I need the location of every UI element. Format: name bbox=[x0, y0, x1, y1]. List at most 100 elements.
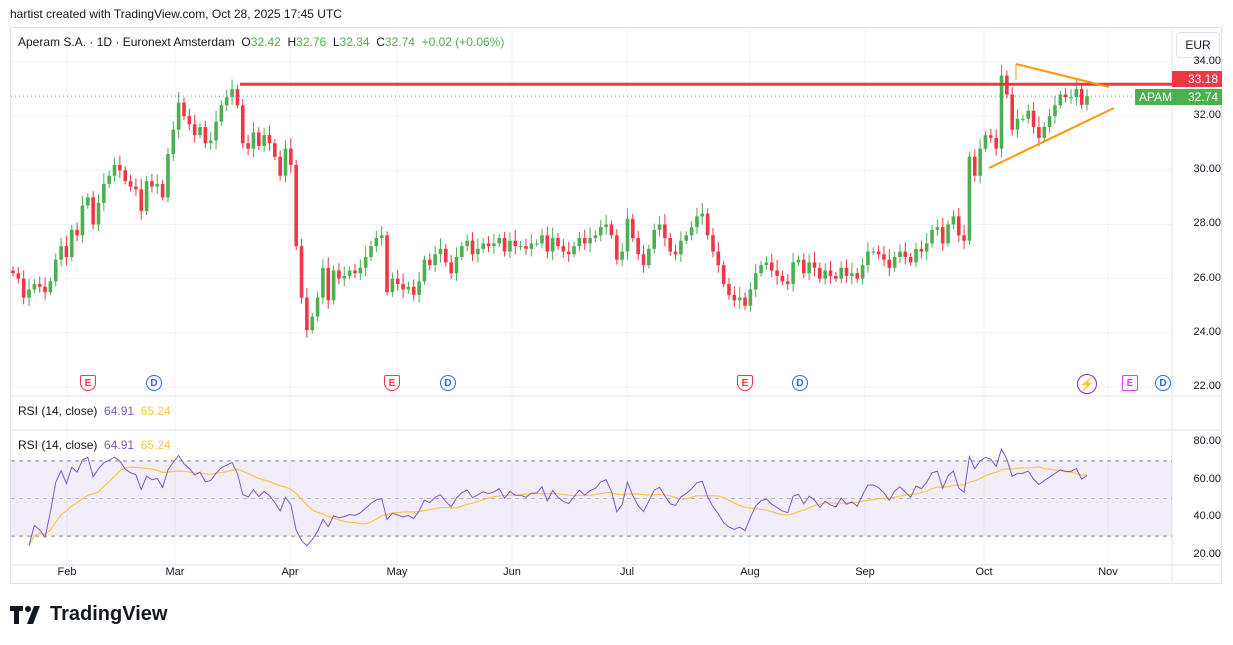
candle-body bbox=[465, 240, 469, 247]
candle-body bbox=[102, 183, 106, 203]
time-axis-label: Aug bbox=[740, 566, 760, 578]
candle bbox=[636, 230, 640, 261]
candle bbox=[64, 235, 69, 266]
earnings-icon[interactable]: E bbox=[737, 375, 753, 391]
candle-body bbox=[27, 289, 31, 298]
last-price-tag: 32.74 bbox=[1172, 89, 1222, 105]
candle-body bbox=[695, 216, 699, 228]
rsi-legend-collapsed[interactable]: RSI (14, close) 64.91 65.24 bbox=[18, 404, 171, 418]
candle bbox=[11, 266, 15, 277]
earnings-icon[interactable]: E bbox=[384, 375, 400, 391]
candle bbox=[716, 242, 721, 273]
candle bbox=[679, 231, 683, 262]
candle-body bbox=[390, 278, 395, 293]
candle-body bbox=[251, 132, 256, 149]
dividend-icon[interactable]: D bbox=[1155, 375, 1171, 391]
resistance-price-tag: 33.18 bbox=[1172, 71, 1222, 87]
dividend-icon[interactable]: D bbox=[440, 375, 456, 391]
candle-body bbox=[331, 270, 336, 301]
time-axis-label: Jul bbox=[619, 566, 635, 578]
candle-body bbox=[956, 216, 961, 236]
candle-body bbox=[780, 275, 785, 282]
candle bbox=[326, 257, 331, 309]
candle-body bbox=[625, 219, 630, 252]
candle bbox=[919, 240, 924, 259]
candle-body bbox=[240, 105, 245, 144]
candle bbox=[123, 166, 128, 185]
candle-body bbox=[86, 197, 90, 206]
candle bbox=[529, 233, 534, 257]
candle-body bbox=[128, 181, 133, 187]
candle-body bbox=[898, 251, 902, 257]
candle bbox=[700, 203, 705, 225]
candle bbox=[572, 242, 576, 258]
candle-body bbox=[561, 246, 566, 252]
rsi-axis-label: 60.00 bbox=[1193, 472, 1221, 485]
candle-body bbox=[593, 235, 598, 239]
candle-body bbox=[882, 254, 886, 260]
chart-frame bbox=[10, 27, 1222, 584]
candle bbox=[1021, 114, 1025, 123]
candle bbox=[1015, 109, 1020, 138]
candle-body bbox=[160, 183, 165, 198]
candle bbox=[727, 277, 731, 300]
rsi-value: 64.91 bbox=[104, 404, 135, 418]
symbol-legend: Aperam S.A. · 1D · Euronext Amsterdam O3… bbox=[18, 35, 504, 49]
candle bbox=[999, 64, 1004, 158]
candle bbox=[411, 279, 416, 301]
candle bbox=[898, 244, 902, 263]
earnings-icon[interactable]: E bbox=[1122, 375, 1138, 391]
candle-body bbox=[369, 246, 373, 257]
lightning-event-icon[interactable]: ⚡ bbox=[1077, 374, 1097, 394]
candle-body bbox=[112, 164, 117, 176]
candle-body bbox=[892, 256, 897, 268]
candle-body bbox=[1058, 94, 1063, 106]
candle bbox=[684, 231, 689, 244]
candle-body bbox=[689, 227, 694, 236]
candle bbox=[839, 261, 844, 284]
candle bbox=[417, 271, 421, 303]
candle-body bbox=[529, 243, 534, 249]
candle bbox=[534, 239, 539, 247]
candle bbox=[513, 230, 518, 255]
candle bbox=[1037, 116, 1041, 147]
dividend-icon[interactable]: D bbox=[792, 375, 808, 391]
symbol-tag: APAM bbox=[1135, 89, 1177, 105]
candle-body bbox=[577, 238, 582, 247]
time-axis-label: Mar bbox=[165, 566, 185, 578]
candle bbox=[802, 253, 806, 279]
candle bbox=[1079, 83, 1084, 109]
rsi-legend[interactable]: RSI (14, close) 64.91 65.24 bbox=[18, 438, 171, 452]
candle bbox=[390, 272, 395, 298]
candle bbox=[224, 89, 229, 112]
candle-body bbox=[556, 238, 560, 247]
candle bbox=[631, 213, 635, 243]
low-label: L bbox=[332, 35, 340, 49]
candle-body bbox=[785, 281, 790, 285]
candle-body bbox=[246, 143, 250, 149]
candle-body bbox=[1015, 118, 1020, 130]
candle-body bbox=[1031, 110, 1036, 127]
candle-body bbox=[481, 243, 486, 249]
time-axis-label: Oct bbox=[975, 566, 993, 578]
candle-body bbox=[454, 256, 459, 274]
dividend-icon[interactable]: D bbox=[146, 375, 162, 391]
candle bbox=[267, 125, 272, 151]
candle bbox=[882, 245, 886, 267]
symbol-name[interactable]: Aperam S.A. · 1D · Euronext Amsterdam bbox=[18, 35, 235, 49]
candle-body bbox=[903, 251, 908, 257]
candle bbox=[353, 264, 357, 279]
tradingview-logo[interactable]: TradingView bbox=[10, 603, 167, 626]
candle bbox=[198, 122, 202, 139]
price-axis-label: 32.00 bbox=[1193, 109, 1221, 122]
candle bbox=[369, 240, 373, 262]
currency-button[interactable]: EUR bbox=[1176, 32, 1220, 58]
candle-body bbox=[930, 229, 934, 244]
candle-body bbox=[753, 273, 758, 290]
candle bbox=[828, 261, 833, 284]
candle-body bbox=[444, 248, 448, 263]
triangle-lower-line bbox=[988, 107, 1115, 169]
candle-body bbox=[401, 284, 405, 290]
earnings-icon[interactable]: E bbox=[80, 375, 96, 391]
